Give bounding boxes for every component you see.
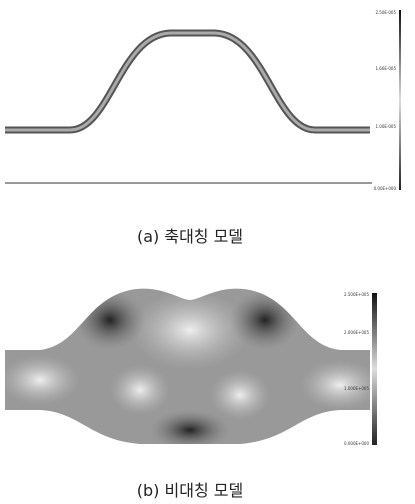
caption: (a) 축대칭 모델 bbox=[137, 227, 243, 246]
legend-label: 2.000E+005 bbox=[344, 330, 369, 335]
caption: (b) 비대칭 모델 bbox=[137, 481, 243, 500]
legend-label: 1.66E-005 bbox=[375, 66, 396, 71]
legend-label: 2.500E+005 bbox=[344, 292, 369, 297]
color-bar bbox=[399, 10, 401, 190]
color-bar bbox=[372, 293, 377, 445]
legend-label: 0.000E+000 bbox=[344, 441, 369, 446]
figure-a: 2.50E-005 1.66E-005 1.00E-005 0.00E+000 … bbox=[5, 10, 401, 246]
legend-label: 0.00E+000 bbox=[374, 186, 397, 191]
shell-band bbox=[5, 33, 370, 130]
legend-label: 1.00E-005 bbox=[375, 124, 396, 129]
shell-band-inner bbox=[5, 33, 370, 130]
legend-label: 2.50E-005 bbox=[375, 10, 396, 15]
figure-page: 2.50E-005 1.66E-005 1.00E-005 0.00E+000 … bbox=[0, 0, 415, 504]
figure-b: 2.500E+005 2.000E+005 1.000E+005 0.000E+… bbox=[0, 280, 380, 500]
legend-label: 1.000E+005 bbox=[344, 386, 369, 391]
contour-plot bbox=[0, 280, 380, 450]
